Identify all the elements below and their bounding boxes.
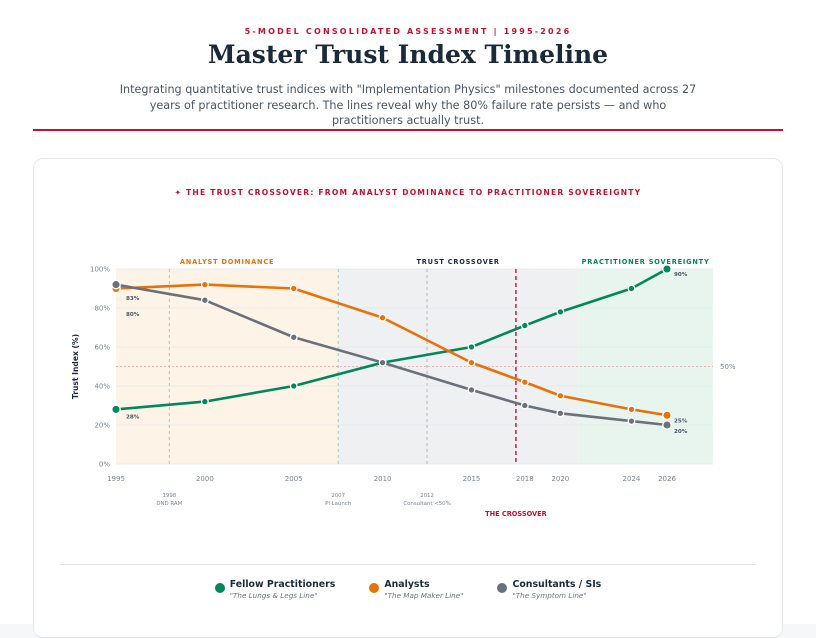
page-subtitle: Integrating quantitative trust indices w… xyxy=(119,83,697,127)
data-point-consultants xyxy=(662,420,672,430)
data-label: 20% xyxy=(674,429,688,435)
legend-name: Consultants / SIs xyxy=(512,579,602,590)
chart-title: ✦ THE TRUST CROSSOVER: FROM ANALYST DOMI… xyxy=(174,188,642,197)
data-point-consultants xyxy=(520,401,529,410)
page: 5-MODEL CONSOLIDATED ASSESSMENT | 1995-2… xyxy=(0,27,816,638)
x-tick-label: 2024 xyxy=(623,475,641,483)
trust-index-chart: ANALYST DOMINANCE TRUST CROSSOVER PRACTITI… xyxy=(71,258,736,518)
x-tick-label: 2018 xyxy=(516,475,534,483)
milestone-year: 1998 xyxy=(162,493,176,499)
data-point-practitioners xyxy=(111,404,121,415)
legend-swatch-analysts xyxy=(369,583,380,593)
legend-divider xyxy=(60,564,756,565)
data-point-analysts xyxy=(200,280,209,289)
legend-name: Analysts xyxy=(384,579,430,590)
y-tick-label: 80% xyxy=(94,305,110,313)
data-point-consultants xyxy=(378,358,387,367)
data-point-analysts xyxy=(378,313,387,322)
data-point-practitioners xyxy=(627,284,636,293)
x-tick-label: 2005 xyxy=(285,475,303,483)
legend-item-practitioners[interactable]: Fellow Practitioners "The Lungs & Legs L… xyxy=(214,579,336,600)
y-tick-label: 0% xyxy=(99,461,110,469)
data-label: 25% xyxy=(674,418,688,424)
x-tick-label: 2010 xyxy=(374,475,392,483)
data-point-practitioners xyxy=(520,321,529,330)
data-point-analysts xyxy=(520,378,529,387)
data-point-analysts xyxy=(289,284,298,293)
x-tick-label: 1995 xyxy=(107,475,125,483)
data-label: 90% xyxy=(674,272,688,278)
y-tick-label: 40% xyxy=(94,383,110,391)
region-label: TRUST CROSSOVER xyxy=(416,258,499,266)
x-tick-label: 2000 xyxy=(196,475,214,483)
data-point-consultants xyxy=(200,296,209,305)
legend-name: Fellow Practitioners xyxy=(229,579,336,590)
x-tick-label: 2020 xyxy=(551,475,569,483)
data-point-analysts xyxy=(627,405,636,414)
legend-swatch-consultants xyxy=(497,583,508,593)
data-point-practitioners xyxy=(289,382,298,390)
data-point-practitioners xyxy=(200,397,209,406)
legend-tagline: "The Symptom Line" xyxy=(512,591,587,600)
chart-legend: Fellow Practitioners "The Lungs & Legs L… xyxy=(0,579,816,600)
data-point-consultants xyxy=(467,385,476,394)
data-point-consultants xyxy=(289,333,298,342)
x-tick-label: 2026 xyxy=(658,475,676,483)
data-point-analysts xyxy=(556,391,565,400)
milestone-label: Consultant <50% xyxy=(403,501,450,507)
data-point-practitioners xyxy=(556,307,565,316)
x-tick-label: 2015 xyxy=(463,475,481,483)
region-label: ANALYST DOMINANCE xyxy=(180,258,274,266)
data-label: 28% xyxy=(126,414,140,420)
eyebrow: 5-MODEL CONSOLIDATED ASSESSMENT | 1995-2… xyxy=(244,27,572,36)
y-axis-label: Trust Index (%) xyxy=(71,334,80,399)
region-band xyxy=(338,269,579,464)
milestone-label: DND RAM xyxy=(156,501,182,507)
legend-swatch-practitioners xyxy=(214,583,225,593)
header-divider xyxy=(33,129,783,131)
reference-label: 50% xyxy=(720,363,736,371)
legend-tagline: "The Lungs & Legs Line" xyxy=(229,591,318,600)
data-point-analysts xyxy=(467,358,476,367)
data-point-consultants xyxy=(627,417,636,426)
page-title: Master Trust Index Timeline xyxy=(207,40,609,69)
y-tick-label: 20% xyxy=(94,422,110,430)
legend-item-consultants[interactable]: Consultants / SIs "The Symptom Line" xyxy=(497,579,601,600)
data-point-practitioners xyxy=(467,343,476,351)
data-point-practitioners xyxy=(662,264,672,274)
data-point-analysts xyxy=(662,410,672,421)
legend-item-analysts[interactable]: Analysts "The Map Maker Line" xyxy=(369,579,463,600)
data-label: 83% xyxy=(126,296,140,302)
crossover-label: THE CROSSOVER xyxy=(485,510,547,518)
legend-tagline: "The Map Maker Line" xyxy=(384,591,464,600)
region-label: PRACTITIONER SOVEREIGNTY xyxy=(582,258,710,266)
data-label: 80% xyxy=(126,312,140,318)
data-point-consultants xyxy=(556,409,565,418)
y-tick-label: 60% xyxy=(94,344,110,352)
milestone-year: 2012 xyxy=(420,493,434,499)
milestone-year: 2007 xyxy=(331,493,345,499)
data-point-consultants xyxy=(111,279,121,290)
y-tick-label: 100% xyxy=(90,266,110,274)
milestone-label: PI Launch xyxy=(325,501,351,507)
